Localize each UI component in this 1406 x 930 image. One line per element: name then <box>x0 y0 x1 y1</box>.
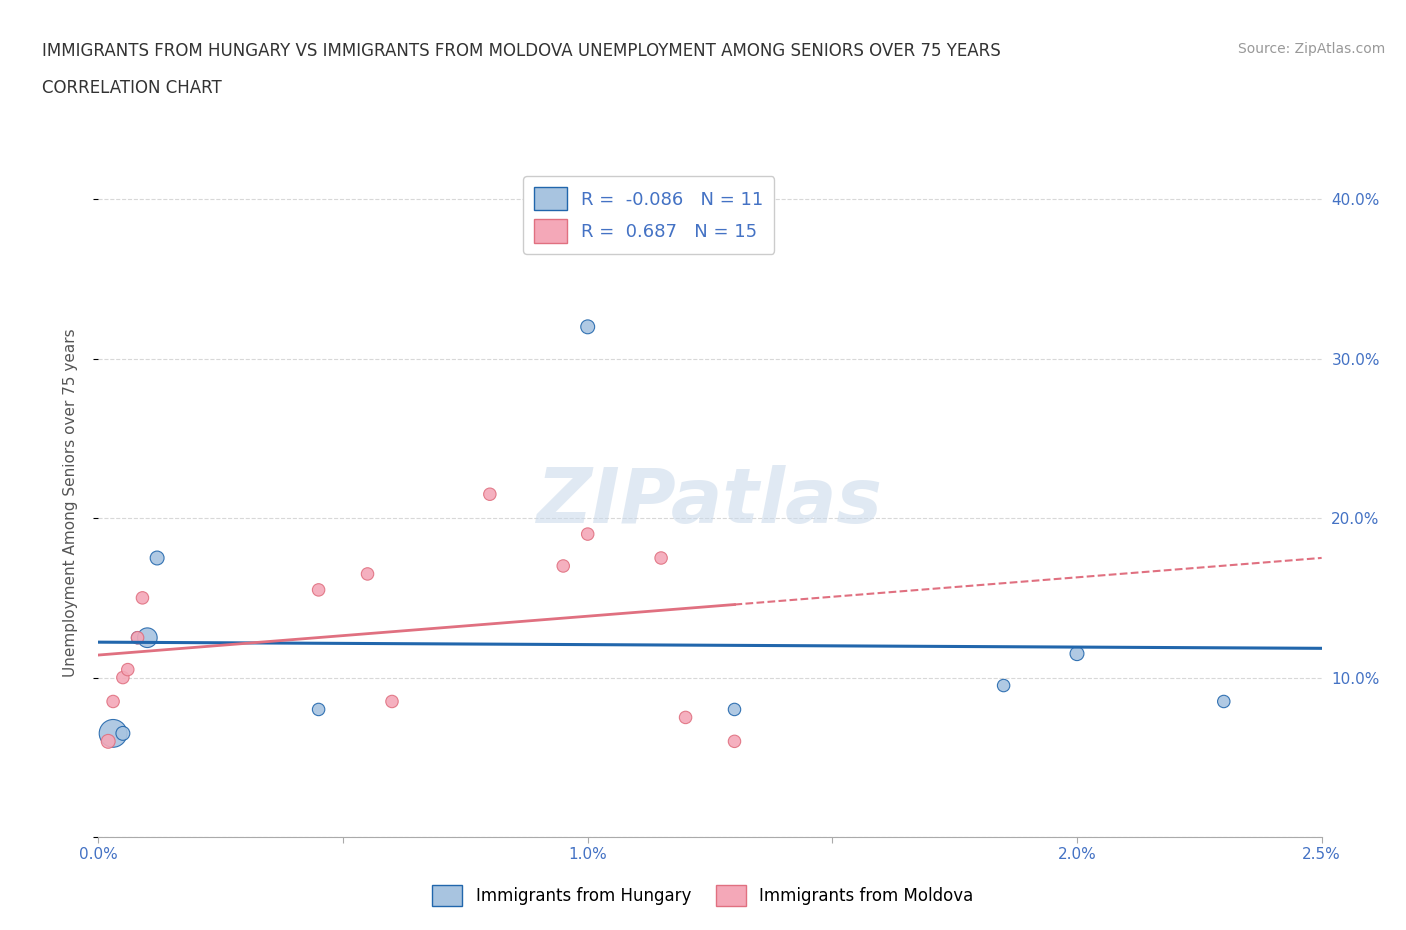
Point <box>1066 646 1088 661</box>
Point <box>308 702 330 717</box>
Text: CORRELATION CHART: CORRELATION CHART <box>42 79 222 97</box>
Point <box>576 526 599 541</box>
Point <box>111 726 134 741</box>
Y-axis label: Unemployment Among Seniors over 75 years: Unemployment Among Seniors over 75 years <box>63 328 77 676</box>
Point <box>101 694 124 709</box>
Point <box>136 631 159 645</box>
Point <box>308 582 330 597</box>
Point <box>127 631 149 645</box>
Point <box>723 702 745 717</box>
Point <box>356 566 378 581</box>
Point <box>97 734 120 749</box>
Point <box>650 551 672 565</box>
Text: Source: ZipAtlas.com: Source: ZipAtlas.com <box>1237 42 1385 56</box>
Point <box>111 671 134 685</box>
Point <box>723 734 745 749</box>
Point <box>127 631 149 645</box>
Legend: R =  -0.086   N = 11, R =  0.687   N = 15: R = -0.086 N = 11, R = 0.687 N = 15 <box>523 177 775 254</box>
Point <box>576 319 599 334</box>
Point <box>675 710 697 724</box>
Point <box>381 694 404 709</box>
Point <box>993 678 1015 693</box>
Point <box>131 591 153 605</box>
Text: ZIPatlas: ZIPatlas <box>537 465 883 539</box>
Text: IMMIGRANTS FROM HUNGARY VS IMMIGRANTS FROM MOLDOVA UNEMPLOYMENT AMONG SENIORS OV: IMMIGRANTS FROM HUNGARY VS IMMIGRANTS FR… <box>42 42 1001 60</box>
Point <box>146 551 169 565</box>
Point <box>478 486 501 501</box>
Point <box>1212 694 1234 709</box>
Legend: Immigrants from Hungary, Immigrants from Moldova: Immigrants from Hungary, Immigrants from… <box>426 879 980 912</box>
Point <box>101 726 124 741</box>
Point <box>117 662 139 677</box>
Point <box>553 559 575 574</box>
